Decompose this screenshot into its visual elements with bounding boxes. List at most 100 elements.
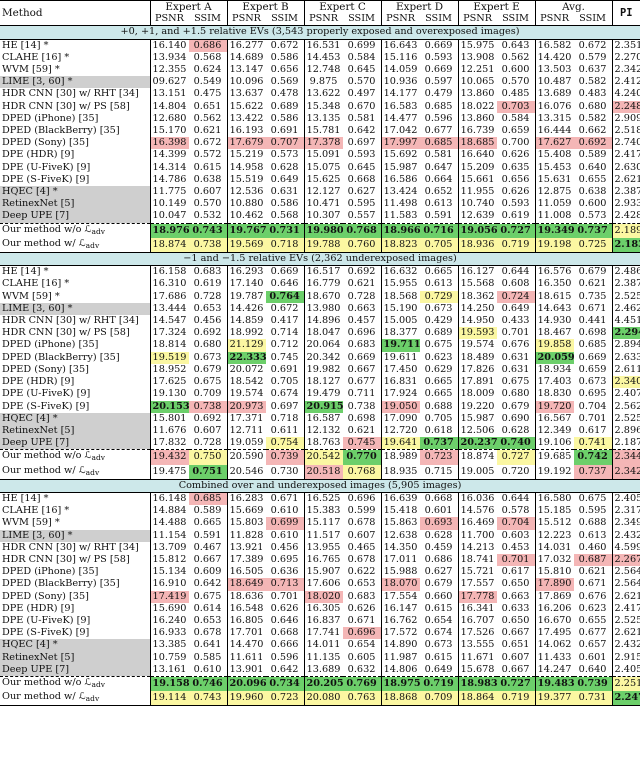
ssim-value-cell: 0.664	[419, 173, 459, 187]
psnr-value-cell: 14.470	[229, 639, 264, 651]
ssim-value-cell: 0.453	[496, 541, 536, 554]
ssim-value-cell: 0.739	[265, 449, 305, 465]
ssim-value-cell: 0.768	[342, 222, 382, 238]
psnr-value-cell: 15.987	[383, 161, 418, 173]
ssim-value-cell: 0.667	[188, 553, 228, 567]
method-label: HDR CNN [30] w/ RHT [34]	[2, 541, 139, 553]
ssim-value-cell: 0.581	[342, 112, 382, 126]
results-body: +0, +1, and +1.5 relative EVs (3,543 pro…	[0, 25, 640, 707]
method-name: DPED (Sony) [35]	[0, 363, 151, 377]
method-label: CLAHE [16] *	[2, 505, 70, 517]
method-name: Our method w/ ℒadv	[0, 237, 151, 254]
method-label: DPE (HDR) [9]	[2, 149, 75, 161]
ssim-value-cell: 0.675	[188, 590, 228, 603]
psnr-value-cell: 15.863	[383, 517, 418, 529]
ssim-value-cell: 0.723	[265, 691, 305, 707]
psnr-value-cell: 17.997	[381, 137, 420, 150]
ssim-value-cell: 0.667	[496, 627, 536, 640]
method-name: Our method w/ ℒadv	[0, 691, 151, 707]
pi-value-cell: 2.248	[612, 100, 640, 113]
pi-value-cell: 2.621	[614, 590, 640, 602]
ssim-value-cell: 0.569	[265, 76, 305, 89]
pi-value-cell: 2.562	[614, 400, 640, 412]
ssim-value-cell: 0.754	[265, 437, 305, 450]
ssim-value-cell: 0.655	[573, 614, 613, 628]
ssim-value-cell: 0.586	[265, 198, 305, 211]
ssim-value-cell: 0.677	[573, 627, 613, 640]
pi-value-cell: 2.525	[614, 412, 640, 424]
table-row: DPE (HDR) [9] 17.625 0.675 18.542 0.705 18.12…	[0, 376, 640, 389]
pi-value-cell: 2.909	[614, 112, 640, 124]
results-table: Method Expert A Expert B Expert C Expert…	[0, 0, 640, 707]
ssim-value-cell: 0.667	[342, 363, 382, 377]
method-label: RetinexNet [5]	[2, 198, 75, 210]
psnr-value-cell: 11.498	[383, 198, 418, 210]
pi-value-cell: 2.342	[612, 464, 640, 480]
ssim-value-cell: 0.628	[496, 424, 536, 438]
ssim-value-cell: 0.668	[265, 627, 305, 640]
method-name: HE [14] *	[0, 265, 151, 279]
metric-header: PSNR	[535, 13, 574, 27]
psnr-value-cell: 18.934	[537, 363, 572, 375]
ssim-value-cell: 0.584	[496, 112, 536, 126]
ssim-value-cell: 0.660	[419, 590, 459, 603]
psnr-value-cell: 19.106	[537, 437, 572, 449]
ssim-value-cell: 0.692	[573, 137, 613, 150]
psnr-value-cell: 19.787	[229, 290, 264, 302]
psnr-value-cell: 17.832	[152, 437, 187, 449]
pi-value-cell: 2.317	[614, 505, 640, 517]
ssim-value-cell: 0.680	[496, 388, 536, 401]
psnr-value-cell: 16.583	[383, 100, 418, 112]
method-name: DPE (S-FiveK) [9]	[0, 400, 151, 413]
ssim-value-cell: 0.603	[496, 529, 536, 542]
ssim-value-cell: 0.720	[496, 464, 536, 480]
psnr-value-cell: 14.958	[229, 161, 264, 173]
psnr-value-cell: 14.786	[152, 173, 187, 185]
table-row: DPED (Sony) [35] 18.952 0.679 20.072 0.691 19…	[0, 363, 640, 377]
psnr-value-cell: 17.090	[383, 412, 418, 424]
pi-value-cell: 2.564	[614, 578, 640, 590]
psnr-value-cell: 20.546	[227, 464, 266, 480]
ssim-value-cell: 0.687	[573, 553, 613, 567]
psnr-value-cell: 16.140	[152, 39, 187, 51]
pi-value-cell: 2.621	[614, 627, 640, 639]
method-name: CLAHE [16] *	[0, 278, 151, 291]
section-title: Combined over and underexposed images (5…	[0, 478, 640, 493]
method-label: Deep UPE [7]	[2, 437, 70, 449]
metric-header: PSNR	[304, 13, 343, 27]
method-name: DPE (U-FiveK) [9]	[0, 388, 151, 401]
ssim-value-cell: 0.582	[573, 112, 613, 126]
method-label: DPED (BlackBerry) [35]	[2, 125, 120, 137]
table-row: HQEC [4] * 15.801 0.692 17.371 0.718 16.587 0.…	[0, 412, 640, 425]
ssim-value-cell: 0.611	[265, 424, 305, 438]
psnr-value-cell: 18.022	[460, 100, 495, 112]
psnr-value-cell: 18.874	[150, 237, 189, 254]
ssim-value-cell: 0.698	[342, 412, 382, 425]
ssim-value-cell: 0.637	[573, 64, 613, 77]
pi-value-cell: 4.240	[614, 88, 640, 100]
psnr-value-cell: 11.517	[306, 529, 341, 541]
psnr-value-cell: 16.831	[383, 376, 418, 388]
group-header: Expert A	[150, 0, 228, 14]
psnr-value-cell: 16.158	[152, 266, 187, 278]
pi-value-cell: 2.267	[612, 553, 640, 567]
ssim-value-cell: 0.665	[188, 517, 228, 530]
ssim-value-cell: 0.641	[188, 639, 228, 652]
ssim-value-cell: 0.685	[419, 100, 459, 113]
method-label: RetinexNet [5]	[2, 651, 75, 663]
psnr-value-cell: 19.641	[381, 437, 420, 450]
method-label: LIME [3, 60] *	[2, 529, 73, 541]
ssim-value-cell: 0.665	[419, 265, 459, 279]
psnr-value-cell: 14.399	[152, 149, 187, 161]
ssim-value-cell: 0.673	[573, 376, 613, 389]
ssim-value-cell: 0.596	[265, 651, 305, 664]
psnr-value-cell: 17.371	[229, 412, 264, 424]
psnr-value-cell: 16.586	[383, 173, 418, 185]
ssim-value-cell: 0.570	[342, 76, 382, 89]
psnr-value-cell: 19.711	[381, 339, 420, 352]
psnr-value-cell: 11.154	[152, 529, 187, 541]
ssim-value-cell: 0.626	[265, 602, 305, 615]
ssim-value-cell: 0.652	[419, 186, 459, 199]
ssim-value-cell: 0.655	[573, 173, 613, 187]
psnr-value-cell: 19.788	[304, 237, 343, 254]
